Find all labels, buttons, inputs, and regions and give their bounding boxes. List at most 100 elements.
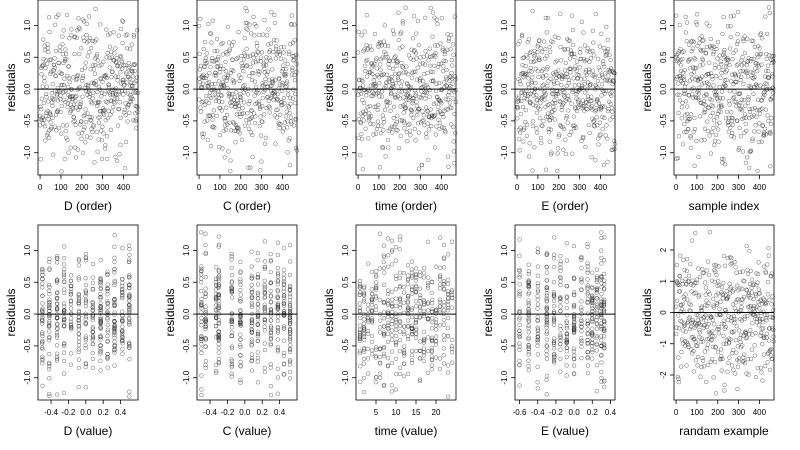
- x-axis-title: D (value): [64, 424, 113, 438]
- data-point: [687, 116, 692, 121]
- data-point: [231, 68, 236, 74]
- data-point: [585, 46, 590, 51]
- data-point: [98, 305, 103, 311]
- x-tick-label: 100: [54, 183, 68, 192]
- data-point: [208, 31, 213, 36]
- data-point: [362, 389, 367, 395]
- data-point: [389, 90, 394, 96]
- data-point: [602, 115, 607, 121]
- data-point: [377, 80, 382, 86]
- data-point: [544, 287, 549, 292]
- data-point: [53, 73, 58, 79]
- data-point: [689, 238, 695, 243]
- data-point: [358, 85, 363, 91]
- data-point: [98, 310, 103, 315]
- data-point: [697, 274, 703, 280]
- data-point: [61, 317, 67, 323]
- data-point: [262, 278, 267, 283]
- data-point: [710, 110, 715, 116]
- data-point: [714, 300, 719, 306]
- data-point: [373, 353, 379, 359]
- data-point: [584, 72, 590, 77]
- data-point: [700, 62, 705, 67]
- data-point: [421, 270, 427, 275]
- data-point: [67, 110, 73, 115]
- data-point: [394, 119, 399, 125]
- data-point: [393, 92, 398, 97]
- data-point: [535, 343, 540, 348]
- data-point: [690, 317, 695, 323]
- y-axis-title: residuals: [163, 288, 177, 336]
- data-point: [682, 129, 687, 135]
- data-point: [200, 85, 205, 91]
- data-point: [390, 318, 395, 323]
- data-point: [438, 282, 443, 287]
- data-point: [239, 75, 244, 80]
- data-point: [568, 70, 573, 75]
- data-point: [744, 62, 749, 68]
- data-point: [211, 124, 216, 129]
- data-point: [377, 165, 383, 170]
- data-point: [716, 139, 721, 144]
- data-point: [80, 150, 86, 155]
- data-point: [203, 318, 208, 323]
- data-point: [569, 101, 574, 106]
- data-point: [61, 358, 67, 364]
- data-point: [47, 259, 52, 265]
- data-point: [579, 266, 584, 271]
- data-point: [108, 98, 114, 103]
- data-point: [202, 39, 208, 45]
- data-point: [399, 89, 404, 94]
- data-points: [673, 5, 776, 174]
- data-point: [429, 354, 435, 359]
- data-point: [255, 49, 260, 54]
- data-point: [381, 330, 387, 335]
- data-point: [68, 319, 74, 324]
- data-point: [389, 328, 395, 333]
- data-point: [433, 334, 439, 339]
- data-point: [86, 38, 91, 43]
- data-point: [571, 114, 576, 119]
- data-point: [217, 70, 222, 75]
- data-point: [543, 167, 549, 172]
- data-point: [425, 239, 431, 244]
- data-point: [366, 261, 371, 266]
- data-point: [703, 50, 708, 56]
- data-point: [721, 157, 726, 162]
- data-point: [105, 355, 110, 360]
- data-point: [731, 50, 736, 56]
- data-point: [120, 245, 125, 251]
- data-point: [544, 352, 549, 357]
- data-point: [421, 118, 426, 123]
- data-point: [120, 317, 125, 322]
- data-point: [755, 280, 760, 285]
- data-point: [274, 38, 279, 43]
- data-point: [52, 124, 57, 129]
- data-point: [599, 379, 604, 384]
- data-point: [213, 308, 219, 313]
- data-point: [564, 319, 569, 324]
- data-point: [557, 122, 563, 128]
- data-point: [756, 287, 761, 292]
- data-point: [65, 84, 71, 90]
- data-point: [127, 345, 132, 351]
- data-point: [120, 276, 125, 282]
- data-point: [745, 357, 750, 362]
- data-point: [40, 317, 45, 322]
- data-point: [105, 292, 110, 297]
- data-point: [747, 149, 752, 155]
- data-point: [701, 47, 706, 53]
- data-point: [536, 74, 541, 80]
- data-point: [393, 287, 399, 292]
- data-point: [79, 67, 85, 73]
- data-point: [700, 57, 706, 63]
- data-point: [397, 371, 403, 377]
- data-point: [112, 363, 117, 368]
- data-point: [704, 44, 710, 50]
- data-point: [595, 123, 600, 128]
- data-point: [716, 331, 722, 336]
- y-tick-label: -0.5: [659, 113, 668, 127]
- data-point: [598, 68, 603, 73]
- data-point: [726, 360, 731, 365]
- x-tick-label: 200: [75, 183, 89, 192]
